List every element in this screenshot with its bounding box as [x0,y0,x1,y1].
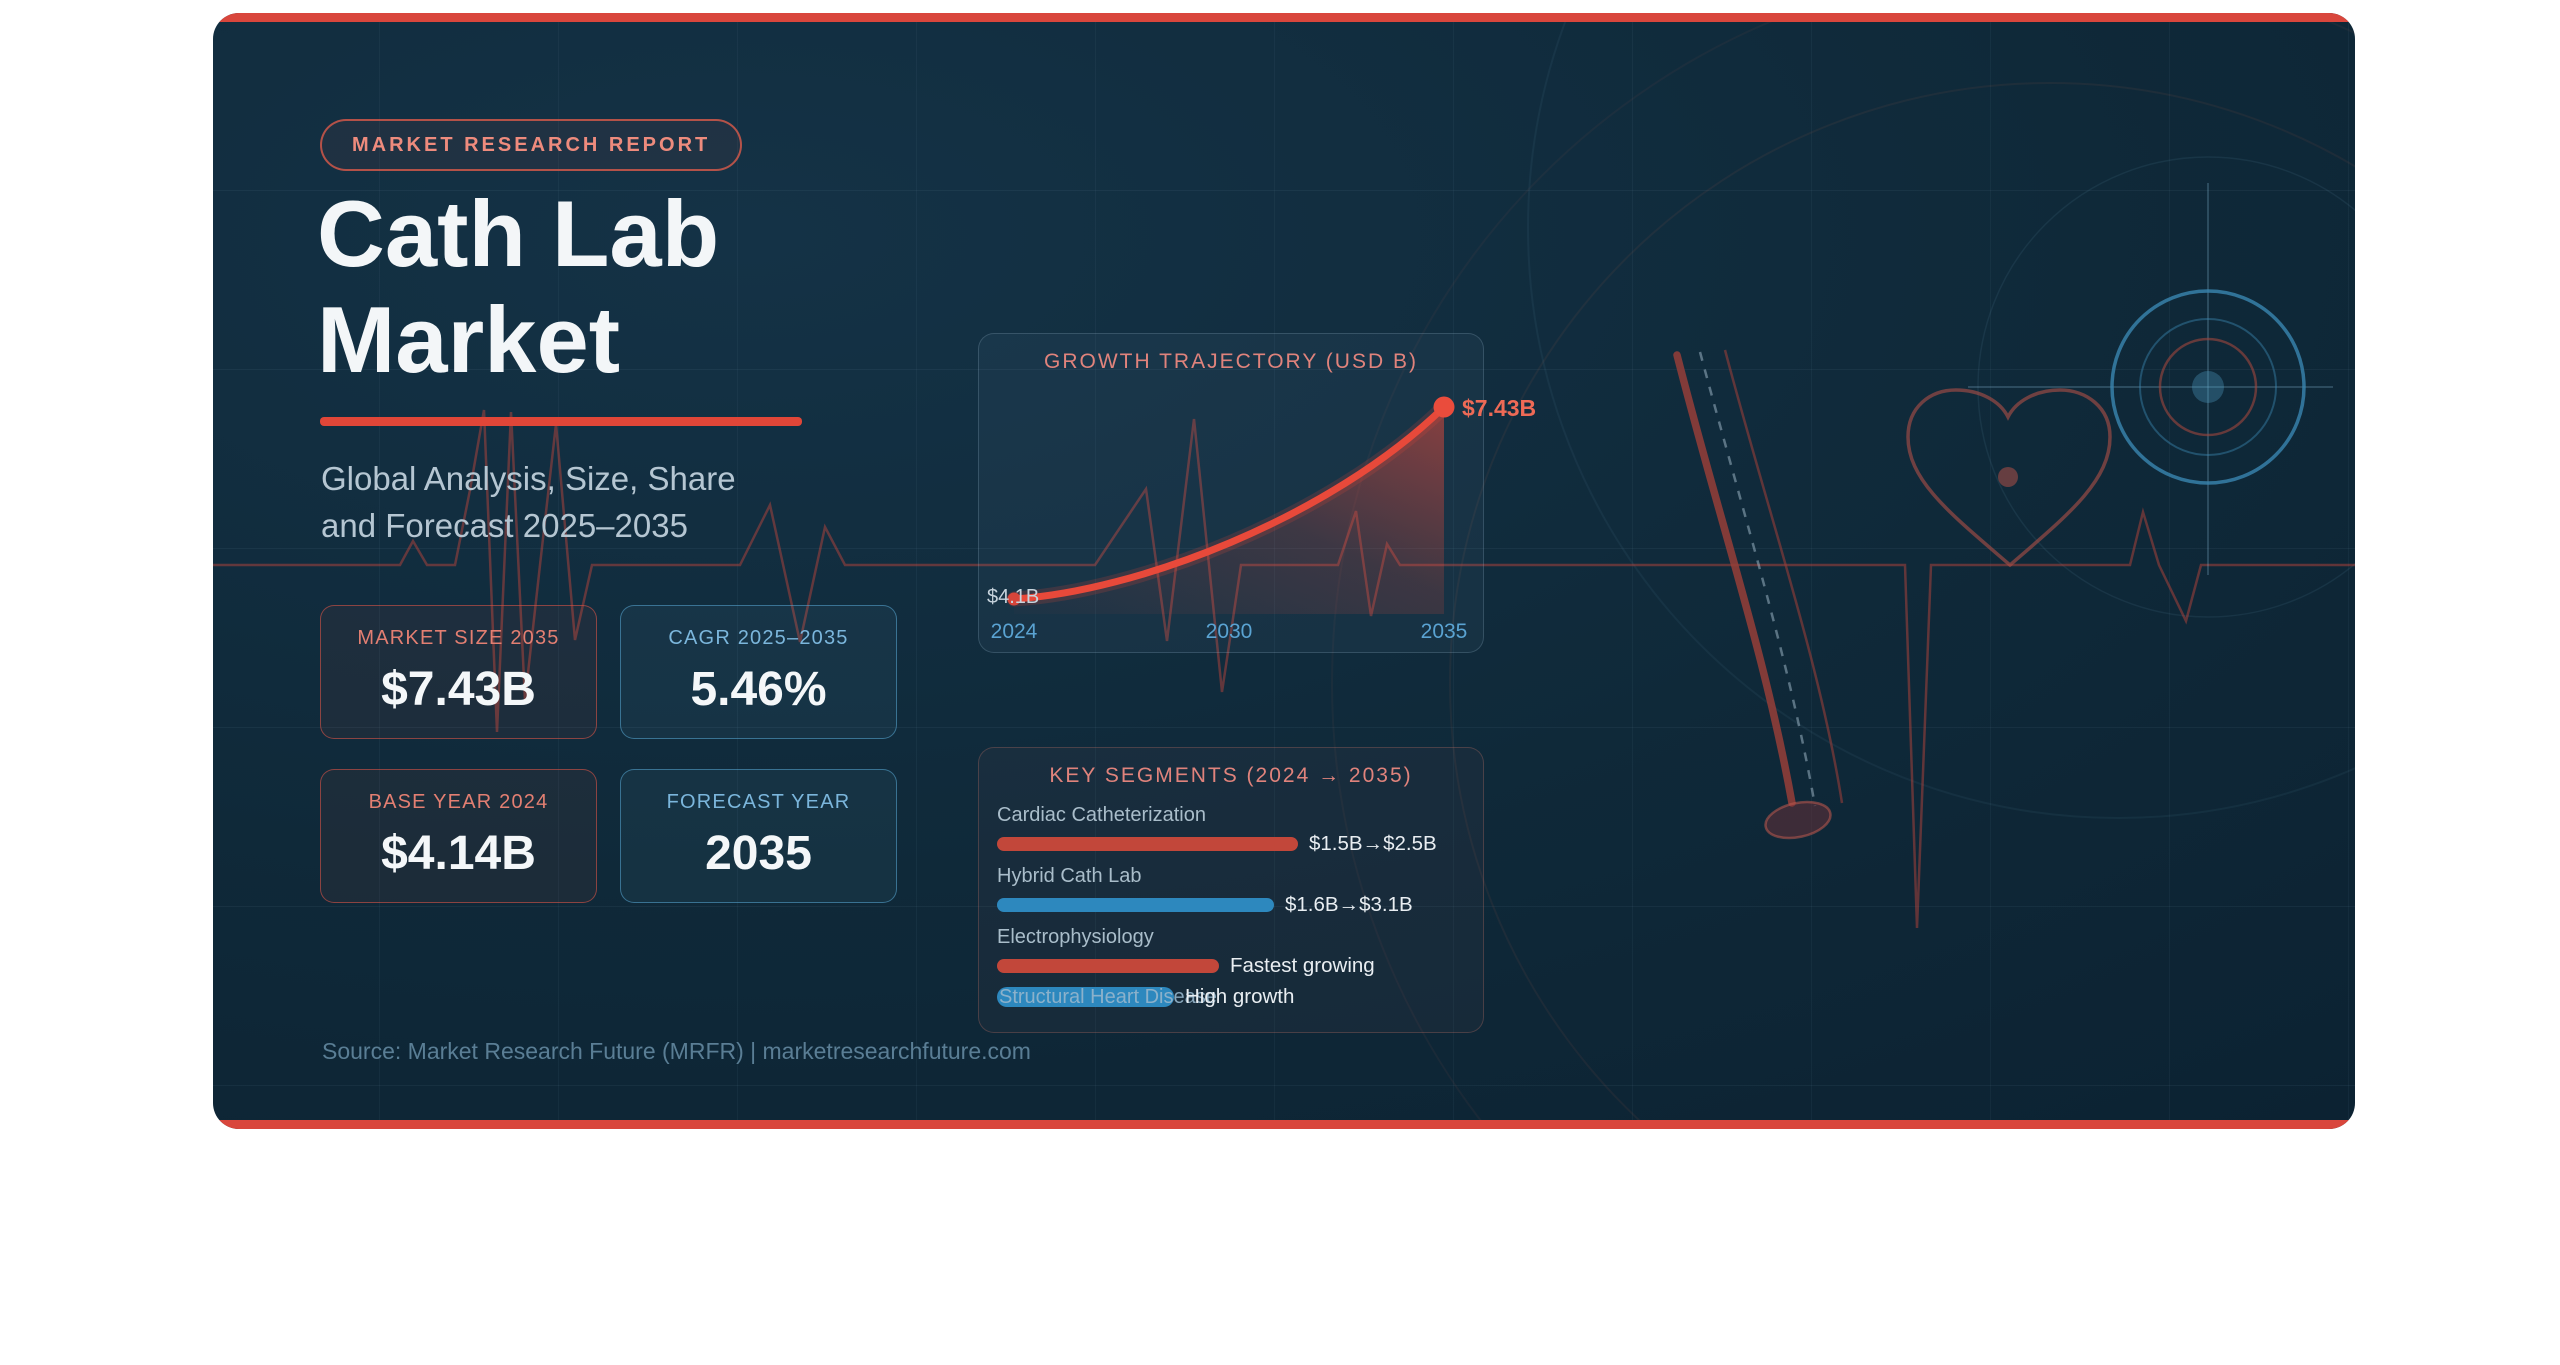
growth-trajectory-panel: GROWTH TRAJECTORY (USD B) $4.1B $7.43B 2… [978,333,1536,653]
stat-value: $4.14B [381,827,536,880]
report-card: MARKET RESEARCH REPORT Cath Lab Market Gl… [213,13,2355,1129]
faint-circle [1449,82,2355,1129]
stat-value: $7.43B [381,663,536,716]
segment-value: Fastest growing [1230,954,1375,977]
segment-row-electrophysiology: Electrophysiology Fastest growing [997,924,1469,978]
kpi-grid: MARKET SIZE 2035 $7.43B CAGR 2025–2035 5… [320,605,897,903]
chart-start-value: $4.1B [987,586,1040,608]
segment-bar [997,898,1274,912]
stat-card-forecast-year: FORECAST YEAR 2035 [620,769,897,903]
segment-value: High growth [1185,985,1295,1008]
segment-bar [997,959,1219,973]
segment-value: $1.6B→$3.1B [1285,893,1413,916]
x-axis-tick: 2024 [990,620,1038,643]
stat-value: 5.46% [690,663,827,716]
ecg-heartbeat-line [213,409,2355,929]
faint-circle [1331,13,2355,1129]
x-axis-tick: 2035 [1420,620,1468,643]
end-point [1433,396,1455,418]
segment-row-hybrid-cath-lab: Hybrid Cath Lab $1.6B→$3.1B [997,863,1469,917]
segment-value: $1.5B→$2.5B [1309,832,1437,855]
title-underline [320,417,802,426]
target-crosshair-icon [1968,183,2333,575]
stat-card-base-year: BASE YEAR 2024 $4.14B [320,769,597,903]
segment-row-structural-heart-disease: Structural Heart Disease High growth [997,985,1469,1009]
segment-row-cardiac-catheterization: Cardiac Catheterization $1.5B→$2.5B [997,802,1469,856]
area-fill [1014,407,1444,614]
stat-label: CAGR 2025–2035 [668,627,849,649]
segment-bar [997,837,1298,851]
chart-title: GROWTH TRAJECTORY (USD B) [1044,350,1418,373]
segments-title: KEY SEGMENTS (2024 → 2035) [1049,764,1413,787]
segment-label: Structural Heart Disease [999,986,1217,1008]
source-attribution: Source: Market Research Future (MRFR) | … [322,1038,1031,1064]
segment-label: Hybrid Cath Lab [997,865,1142,887]
segment-bar [997,987,1174,1007]
stat-card-market-size: MARKET SIZE 2035 $7.43B [320,605,597,739]
trend-line [1010,403,1448,603]
stat-label: BASE YEAR 2024 [368,791,549,813]
stat-label: MARKET SIZE 2035 [357,627,560,649]
start-point [1007,592,1021,606]
report-type-badge: MARKET RESEARCH REPORT [320,119,743,171]
page-title: Cath Lab Market [317,181,720,392]
badge-label: MARKET RESEARCH REPORT [352,133,711,156]
stat-card-cagr: CAGR 2025–2035 5.46% [620,605,897,739]
key-segments-panel: KEY SEGMENTS (2024 → 2035) Cardiac Cathe… [978,747,1484,1033]
segment-label: Electrophysiology [997,926,1154,948]
heart-outline-icon [1906,388,2112,568]
chart-end-value: $7.43B [1462,395,1537,421]
catheter-illustration [1673,349,1844,840]
stat-value: 2035 [705,827,812,880]
growth-line-chart [1006,396,1455,614]
x-axis-tick: 2030 [1205,620,1253,643]
faint-circle [1527,13,2355,819]
background-decorations [213,13,2355,1129]
page-subtitle: Global Analysis, Size, Share and Forecast… [321,460,736,544]
faint-circle [1977,156,2355,618]
segment-label: Cardiac Catheterization [997,804,1206,826]
stat-label: FORECAST YEAR [666,791,851,813]
